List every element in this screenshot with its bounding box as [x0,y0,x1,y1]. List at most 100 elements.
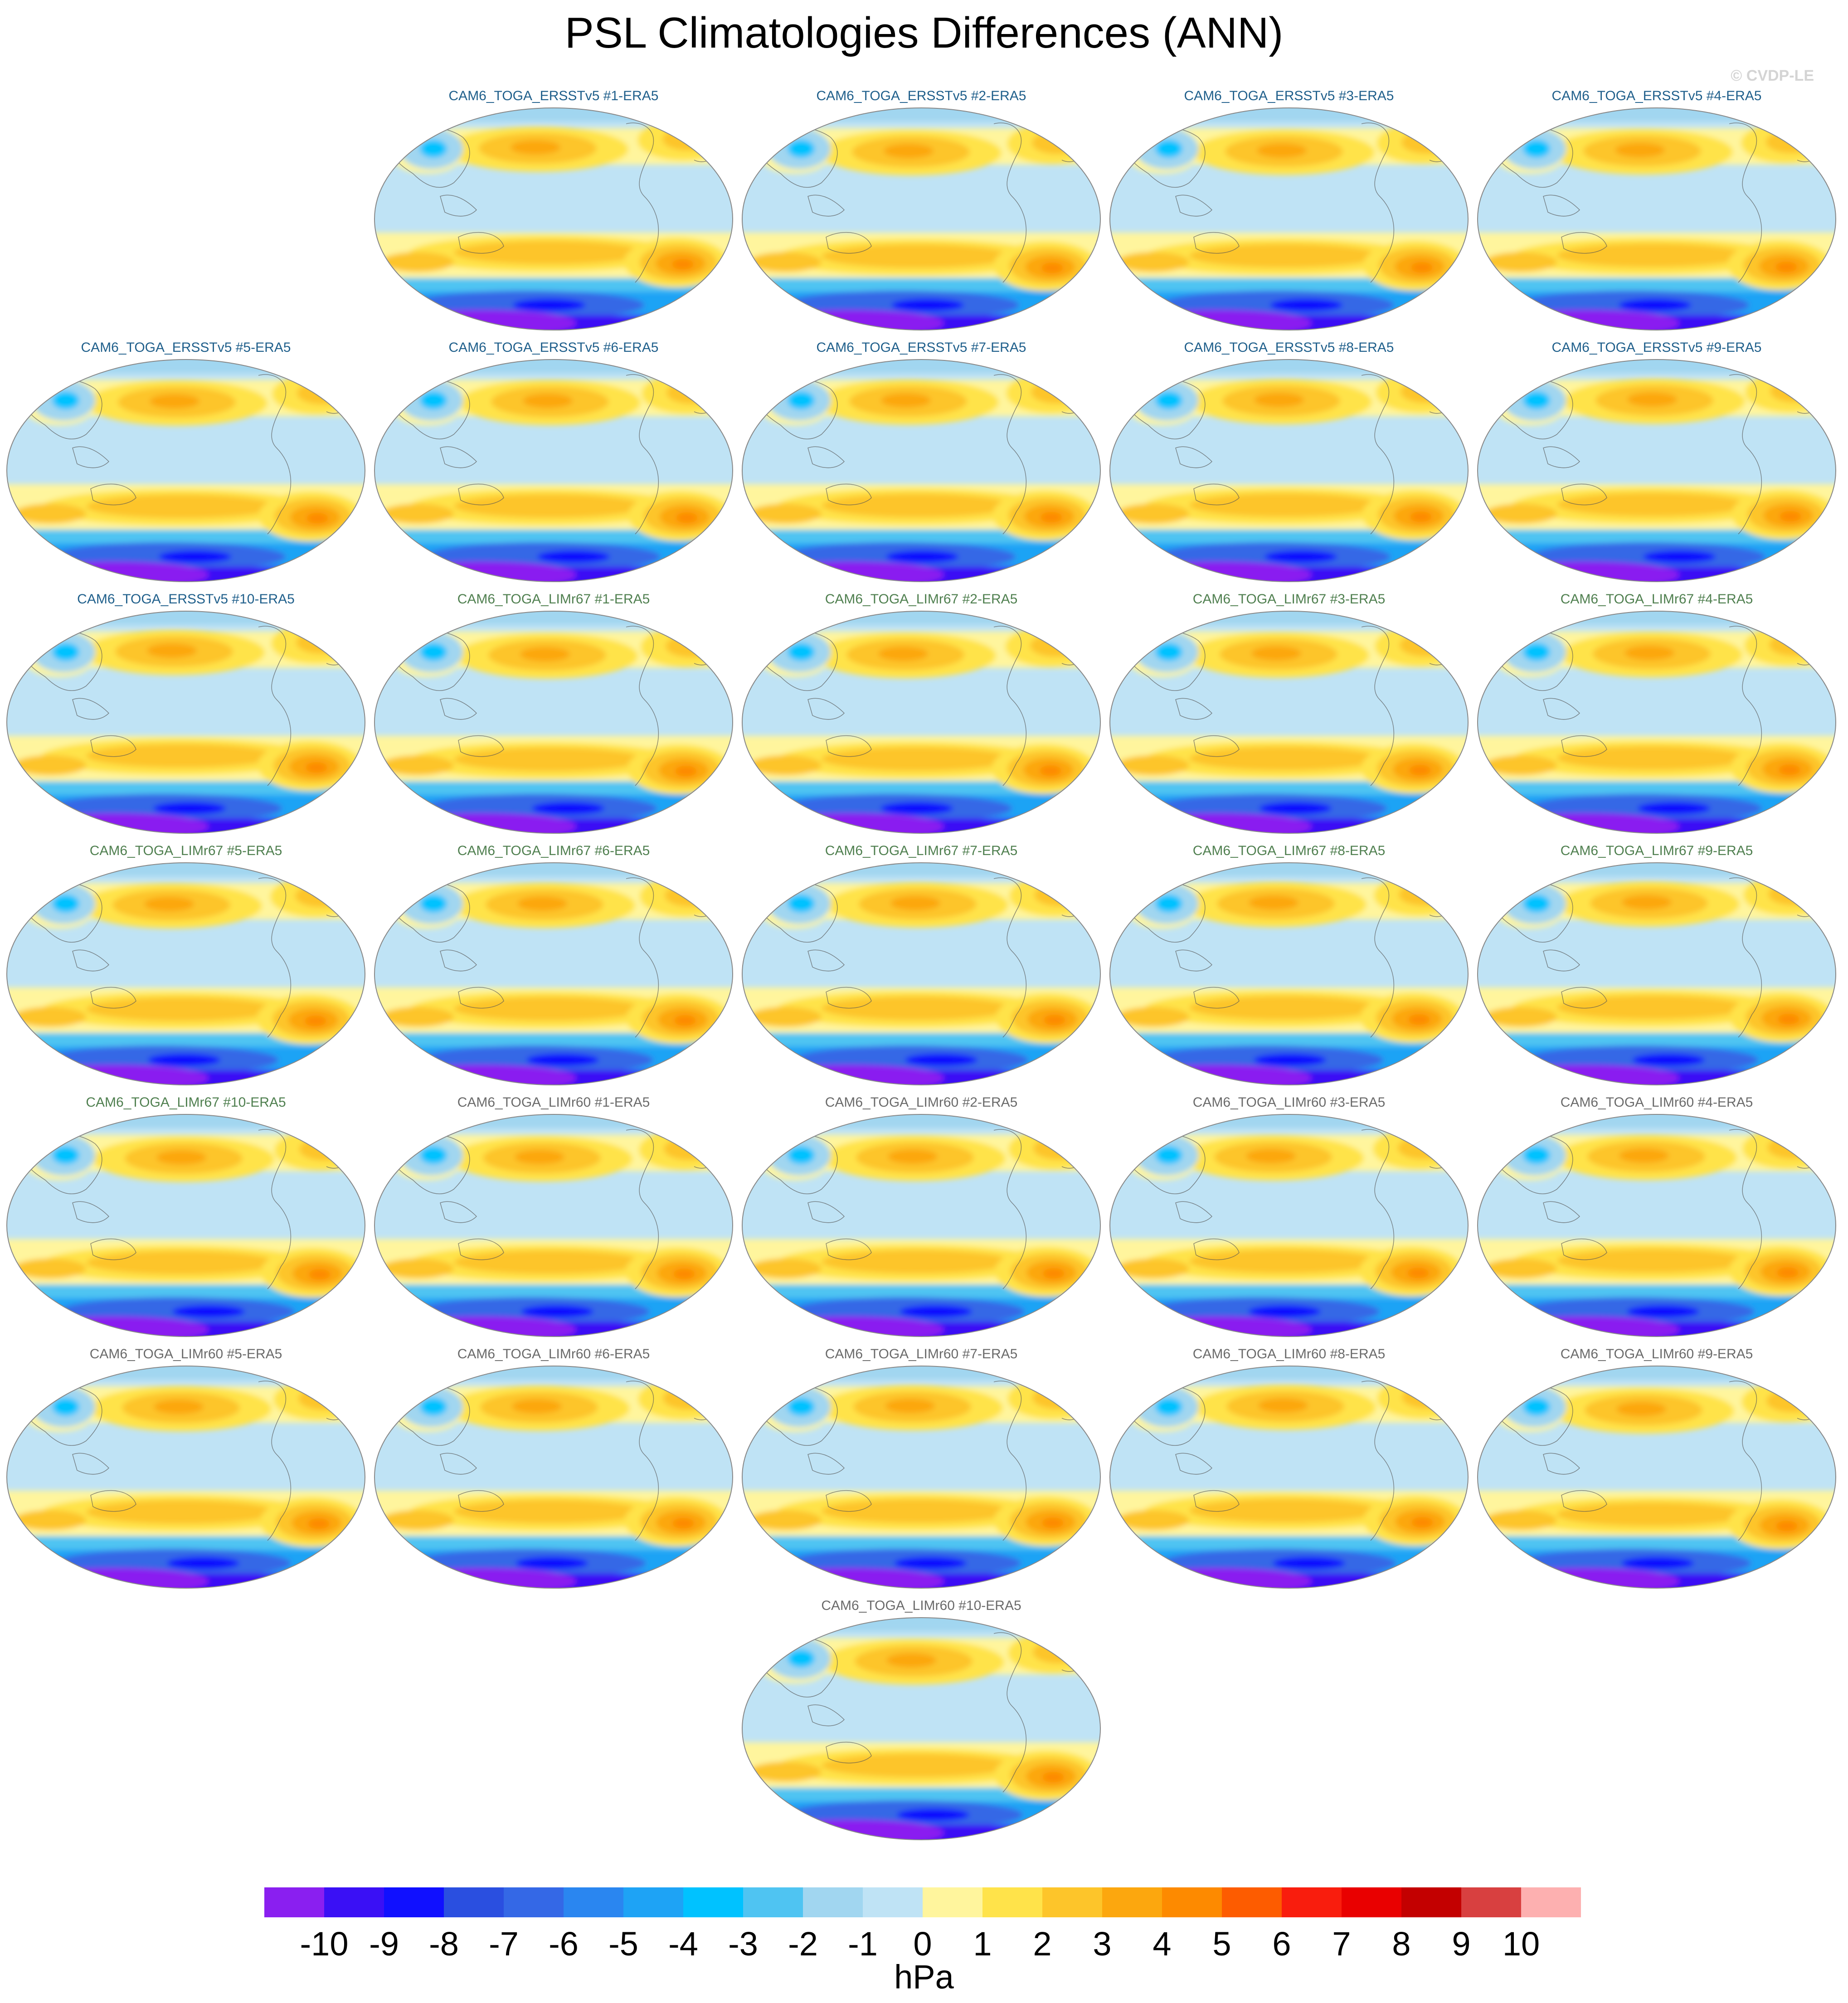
psl-difference-map [1477,611,1836,834]
map-panel: CAM6_TOGA_LIMr67 #2-ERA5 [740,592,1103,836]
panel-title: CAM6_TOGA_ERSSTv5 #3-ERA5 [1184,88,1394,103]
colorbar-tick-label: -3 [728,1925,758,1963]
colorbar-swatch [803,1887,863,1917]
psl-difference-map [374,107,733,331]
psl-difference-map [1477,862,1836,1085]
colorbar-swatch [1042,1887,1103,1917]
map-panel: CAM6_TOGA_LIMr67 #10-ERA5 [5,1095,367,1340]
colorbar-tick-label: 4 [1153,1925,1172,1963]
psl-difference-map [1109,611,1469,834]
panel-title: CAM6_TOGA_LIMr60 #5-ERA5 [89,1347,282,1361]
map-panel: CAM6_TOGA_LIMr60 #3-ERA5 [1108,1095,1470,1340]
panel-title: CAM6_TOGA_LIMr60 #3-ERA5 [1192,1095,1386,1110]
panel-title: CAM6_TOGA_LIMr67 #10-ERA5 [86,1095,286,1110]
map-panel: CAM6_TOGA_ERSSTv5 #10-ERA5 [5,592,367,836]
panel-title: CAM6_TOGA_LIMr67 #3-ERA5 [1192,592,1386,607]
colorbar-swatch [1401,1887,1462,1917]
colorbar-swatch [743,1887,803,1917]
colorbar-tick-label: -9 [369,1925,399,1963]
panel-title: CAM6_TOGA_ERSSTv5 #10-ERA5 [77,592,295,607]
psl-difference-map [1109,862,1469,1085]
psl-difference-map [1477,1366,1836,1589]
map-panel: CAM6_TOGA_LIMr67 #1-ERA5 [372,592,735,836]
map-panel: CAM6_TOGA_ERSSTv5 #6-ERA5 [372,340,735,585]
colorbar-swatch [982,1887,1043,1917]
map-panel: CAM6_TOGA_ERSSTv5 #4-ERA5 [1475,88,1838,333]
map-panel: CAM6_TOGA_ERSSTv5 #9-ERA5 [1475,340,1838,585]
map-panel: CAM6_TOGA_LIMr60 #5-ERA5 [5,1347,367,1591]
psl-difference-map [742,1617,1101,1840]
colorbar-swatch [683,1887,744,1917]
panel-title: CAM6_TOGA_LIMr67 #5-ERA5 [89,843,282,858]
colorbar-tick-label: -8 [429,1925,459,1963]
colorbar-swatch [623,1887,684,1917]
panel-title: CAM6_TOGA_LIMr60 #6-ERA5 [457,1347,650,1361]
panel-title: CAM6_TOGA_LIMr67 #7-ERA5 [825,843,1018,858]
psl-difference-map [1109,359,1469,582]
colorbar-swatch [1282,1887,1342,1917]
map-panel: CAM6_TOGA_ERSSTv5 #3-ERA5 [1108,88,1470,333]
panel-title: CAM6_TOGA_LIMr60 #4-ERA5 [1560,1095,1753,1110]
psl-difference-map [374,1366,733,1589]
colorbar-tick-label: -10 [300,1925,349,1963]
psl-difference-map [1109,1114,1469,1337]
panel-title: CAM6_TOGA_LIMr60 #8-ERA5 [1192,1347,1386,1361]
psl-difference-map [1477,107,1836,331]
panel-title: CAM6_TOGA_LIMr60 #10-ERA5 [821,1598,1021,1613]
map-panel: CAM6_TOGA_LIMr60 #10-ERA5 [740,1598,1103,1843]
map-panel: CAM6_TOGA_LIMr67 #6-ERA5 [372,843,735,1088]
figure-title: PSL Climatologies Differences (ANN) [564,9,1284,57]
map-panel: CAM6_TOGA_LIMr67 #4-ERA5 [1475,592,1838,836]
panel-title: CAM6_TOGA_LIMr60 #7-ERA5 [825,1347,1018,1361]
map-panel: CAM6_TOGA_ERSSTv5 #7-ERA5 [740,340,1103,585]
colorbar-tick-label: 6 [1272,1925,1291,1963]
colorbar-tick-label: 3 [1093,1925,1112,1963]
map-panel: CAM6_TOGA_ERSSTv5 #8-ERA5 [1108,340,1470,585]
colorbar-tick-label: -1 [848,1925,878,1963]
colorbar-tick-label: -7 [489,1925,519,1963]
colorbar-tick-label: 8 [1392,1925,1411,1963]
psl-difference-map [1477,359,1836,582]
panel-title: CAM6_TOGA_LIMr67 #1-ERA5 [457,592,650,607]
map-panel: CAM6_TOGA_LIMr60 #9-ERA5 [1475,1347,1838,1591]
map-panel: CAM6_TOGA_LIMr67 #5-ERA5 [5,843,367,1088]
colorbar-swatch [1521,1887,1581,1917]
panel-title: CAM6_TOGA_LIMr67 #9-ERA5 [1560,843,1753,858]
psl-difference-map [6,862,365,1085]
map-panel: CAM6_TOGA_ERSSTv5 #1-ERA5 [372,88,735,333]
colorbar-swatch [384,1887,444,1917]
colorbar-swatch [923,1887,983,1917]
panel-title: CAM6_TOGA_ERSSTv5 #5-ERA5 [81,340,291,355]
colorbar-units: hPa [894,1958,954,1996]
psl-difference-map [374,359,733,582]
panel-title: CAM6_TOGA_LIMr67 #6-ERA5 [457,843,650,858]
map-panel: CAM6_TOGA_LIMr67 #3-ERA5 [1108,592,1470,836]
panel-title: CAM6_TOGA_ERSSTv5 #2-ERA5 [816,88,1026,103]
psl-difference-map [742,862,1101,1085]
panel-title: CAM6_TOGA_LIMr60 #2-ERA5 [825,1095,1018,1110]
colorbar-tick-label: -6 [549,1925,579,1963]
psl-difference-map [1109,1366,1469,1589]
map-panel: CAM6_TOGA_LIMr60 #6-ERA5 [372,1347,735,1591]
panel-title: CAM6_TOGA_ERSSTv5 #9-ERA5 [1551,340,1762,355]
panel-title: CAM6_TOGA_ERSSTv5 #6-ERA5 [448,340,659,355]
psl-difference-map [742,359,1101,582]
colorbar-swatch [264,1887,325,1917]
colorbar-swatch [863,1887,923,1917]
panel-title: CAM6_TOGA_ERSSTv5 #1-ERA5 [448,88,659,103]
colorbar-tick-label: -5 [608,1925,638,1963]
colorbar-swatch [1102,1887,1162,1917]
colorbar-tick-label: 0 [913,1925,932,1963]
panel-title: CAM6_TOGA_LIMr67 #8-ERA5 [1192,843,1386,858]
panel-title: CAM6_TOGA_LIMr60 #1-ERA5 [457,1095,650,1110]
map-panel: CAM6_TOGA_LIMr67 #9-ERA5 [1475,843,1838,1088]
colorbar-swatch [504,1887,564,1917]
psl-difference-map [374,611,733,834]
psl-difference-map [742,1366,1101,1589]
map-panel: CAM6_TOGA_LIMr60 #8-ERA5 [1108,1347,1470,1591]
map-panel: CAM6_TOGA_LIMr67 #7-ERA5 [740,843,1103,1088]
panel-title: CAM6_TOGA_LIMr67 #4-ERA5 [1560,592,1753,607]
colorbar-swatch [444,1887,504,1917]
psl-difference-map [1109,107,1469,331]
panel-title: CAM6_TOGA_LIMr60 #9-ERA5 [1560,1347,1753,1361]
